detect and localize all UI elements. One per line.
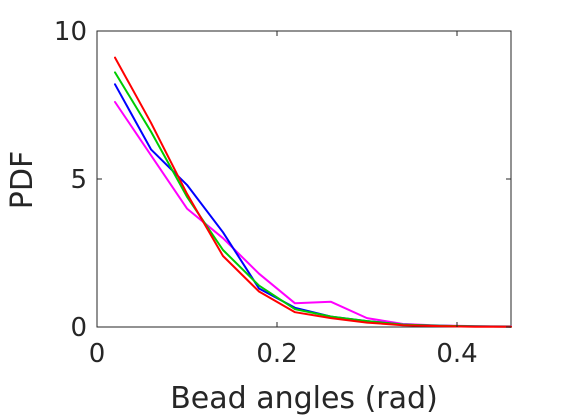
series-line-4 bbox=[114, 56, 512, 328]
x-axis-label: Bead angles (rad) bbox=[170, 381, 438, 416]
y-tick-label: 10 bbox=[54, 17, 87, 47]
y-tick-label: 0 bbox=[70, 313, 87, 343]
plot-box bbox=[96, 30, 512, 328]
y-tick-label: 5 bbox=[70, 165, 87, 195]
plot-area: 0 0.2 0.4 0 5 10 bbox=[54, 17, 512, 369]
x-tick-label: 0 bbox=[89, 339, 106, 369]
series-layer bbox=[114, 56, 512, 328]
tick-layer: 0 0.2 0.4 0 5 10 bbox=[54, 17, 511, 369]
y-axis-label: PDF bbox=[5, 151, 40, 209]
x-tick-label: 0.2 bbox=[256, 339, 297, 369]
x-tick-label: 0.4 bbox=[436, 339, 477, 369]
